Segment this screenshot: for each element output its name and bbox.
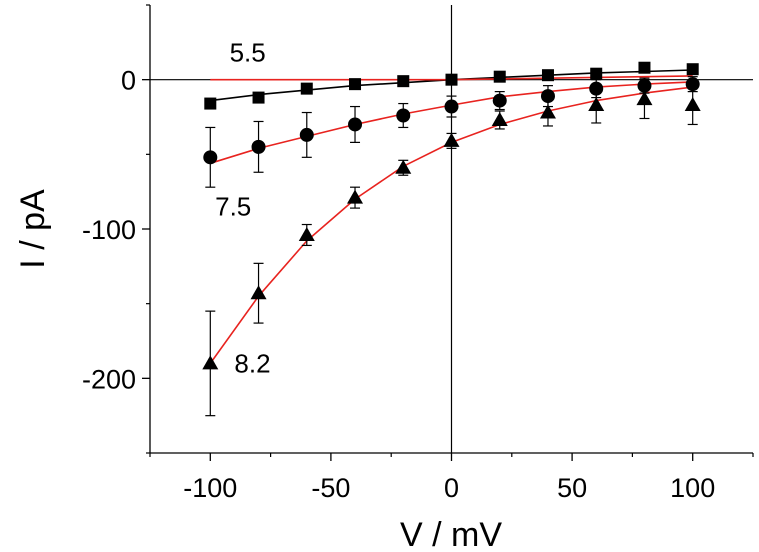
series-annotation: 7.5: [215, 192, 251, 222]
data-point-triangle: [491, 111, 508, 126]
data-point-circle: [589, 81, 604, 96]
x-axis-title: V / mV: [400, 516, 502, 552]
data-point-circle: [444, 99, 459, 114]
data-point-triangle: [250, 285, 267, 300]
data-point-square: [397, 75, 410, 88]
series-annotation: 8.2: [234, 348, 270, 378]
data-point-square: [638, 61, 651, 74]
data-point-square: [590, 67, 603, 80]
data-point-square: [541, 69, 554, 82]
ticks: [142, 4, 754, 461]
y-tick-label: -100: [82, 215, 136, 245]
x-tick-label: -50: [311, 473, 350, 503]
y-tick-label: 0: [121, 66, 136, 96]
data-point-triangle: [347, 189, 364, 204]
data-point-triangle: [539, 104, 556, 119]
data-point-circle: [685, 77, 700, 92]
y-tick-label: -200: [82, 364, 136, 394]
data-point-square: [252, 91, 265, 104]
data-point-circle: [492, 93, 507, 108]
data-point-square: [686, 63, 699, 76]
plot-frame: [149, 5, 753, 454]
data-markers: [202, 61, 701, 370]
x-tick-label: 0: [444, 473, 459, 503]
data-point-triangle: [684, 97, 701, 112]
data-point-triangle: [298, 226, 315, 241]
data-point-square: [445, 73, 458, 86]
tick-labels: -100 -50 0 50 100 0 -100 -200: [82, 66, 715, 503]
data-point-square: [204, 97, 217, 110]
data-point-triangle: [443, 132, 460, 147]
data-point-circle: [203, 150, 218, 165]
data-point-circle: [348, 117, 363, 132]
y-axis-title: I / pA: [14, 189, 52, 269]
data-point-triangle: [202, 355, 219, 370]
series-annotation: 5.5: [230, 38, 266, 68]
data-point-triangle: [636, 91, 653, 106]
annotations: 5.5 7.5 8.2: [215, 38, 270, 379]
data-point-circle: [299, 127, 314, 142]
x-tick-label: -100: [183, 473, 237, 503]
data-point-triangle: [588, 97, 605, 112]
data-point-triangle: [395, 159, 412, 174]
data-point-circle: [396, 108, 411, 123]
data-point-square: [349, 78, 362, 91]
data-point-square: [493, 70, 506, 83]
data-point-circle: [251, 139, 266, 154]
data-point-square: [300, 82, 313, 95]
x-tick-label: 100: [670, 473, 715, 503]
data-point-circle: [637, 78, 652, 93]
x-tick-label: 50: [557, 473, 587, 503]
data-point-circle: [540, 89, 555, 104]
